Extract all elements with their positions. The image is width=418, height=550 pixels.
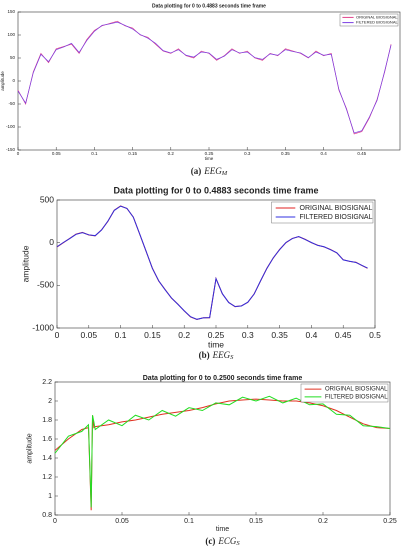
x-axis-label: time — [205, 156, 214, 161]
series-line — [54, 395, 391, 508]
x-tick-label: 0.1 — [184, 518, 194, 525]
y-tick-label: 1.6 — [42, 436, 52, 443]
caption-name: EEG — [203, 166, 222, 176]
y-tick-label: -100 — [6, 124, 16, 129]
caption: (c) ECGS — [205, 536, 240, 547]
x-tick-label: 0.2 — [168, 151, 175, 156]
x-tick-label: 0.3 — [244, 151, 251, 156]
y-tick-label: 100 — [7, 32, 15, 37]
x-tick-label: 0.35 — [281, 151, 290, 156]
y-tick-label: -150 — [6, 147, 16, 152]
caption-name: EEG — [212, 350, 231, 360]
legend-box — [271, 201, 374, 224]
caption-sub: S — [236, 540, 240, 547]
y-tick-label: 1.2 — [42, 474, 52, 481]
x-tick-label: 0.25 — [383, 518, 397, 525]
caption-label: (a) — [191, 166, 202, 176]
y-axis-label: amplitude — [0, 71, 5, 91]
y-axis-label: amplitude — [27, 433, 34, 463]
chart-title: Data plotting for 0 to 0.2500 seconds ti… — [143, 375, 303, 382]
x-tick-label: 0.05 — [52, 151, 61, 156]
x-tick-label: 0.15 — [144, 330, 161, 340]
x-tick-label: 0.1 — [91, 151, 98, 156]
y-tick-label: 0 — [49, 237, 54, 247]
y-tick-label: 150 — [7, 9, 15, 14]
x-tick-label: 0 — [17, 151, 20, 156]
x-tick-label: 0 — [53, 518, 57, 525]
x-tick-label: 0.15 — [249, 518, 263, 525]
y-tick-label: 500 — [40, 194, 54, 204]
legend-label: FILTERED BIOSIGNAL — [325, 394, 388, 400]
x-tick-label: 0 — [55, 330, 60, 340]
series-line — [56, 205, 368, 320]
x-axis-label: time — [216, 526, 229, 533]
y-tick-label: 1.4 — [42, 455, 52, 462]
y-tick-label: 2 — [48, 398, 52, 405]
y-tick-label: 1 — [48, 493, 52, 500]
y-tick-label: 0 — [12, 78, 15, 83]
y-tick-label: 1.8 — [42, 417, 52, 424]
caption: (b) EEGS — [199, 350, 235, 361]
y-tick-label: -500 — [37, 280, 54, 290]
chart-title: Data plotting for 0 to 0.4883 seconds ti… — [152, 3, 266, 9]
plot-frame — [17, 11, 401, 151]
y-tick-label: -50 — [8, 101, 15, 106]
legend-box — [339, 13, 399, 27]
x-tick-label: 0.05 — [115, 518, 129, 525]
x-tick-label: 0.5 — [369, 330, 381, 340]
x-tick-label: 0.05 — [81, 330, 98, 340]
x-tick-label: 0.1 — [115, 330, 127, 340]
legend-box — [300, 383, 389, 403]
legend-label: ORIGINAL BIOSIGNAL — [325, 387, 388, 393]
y-tick-label: 0.8 — [42, 512, 52, 519]
chart-title: Data plotting for 0 to 0.4883 seconds ti… — [113, 185, 318, 195]
y-axis-label: amplitude — [21, 245, 31, 282]
legend-label: FILTERED BIOSIGNAL — [356, 20, 398, 25]
x-tick-label: 0.3 — [242, 330, 254, 340]
series-line — [17, 21, 392, 134]
caption-label: (c) — [205, 536, 215, 546]
x-tick-label: 0.25 — [208, 330, 225, 340]
legend-label: ORIGINAL BIOSIGNAL — [300, 205, 373, 212]
x-tick-label: 0.4 — [305, 330, 317, 340]
x-tick-label: 0.2 — [178, 330, 190, 340]
x-tick-label: 0.45 — [357, 151, 366, 156]
x-tick-label: 0.4 — [320, 151, 327, 156]
x-tick-label: 0.2 — [318, 518, 328, 525]
caption: (a) EEGM — [191, 166, 228, 177]
x-tick-label: 0.45 — [335, 330, 352, 340]
x-tick-label: 0.35 — [271, 330, 288, 340]
y-tick-label: -1000 — [32, 322, 54, 332]
x-tick-label: 0.15 — [128, 151, 137, 156]
y-tick-label: 50 — [10, 55, 16, 60]
caption-name: ECG — [217, 536, 237, 546]
caption-sub: M — [221, 170, 228, 177]
caption-sub: S — [230, 354, 234, 361]
y-tick-label: 2.2 — [42, 379, 52, 386]
legend-label: ORIGINAL BIOSIGNAL — [356, 14, 398, 19]
x-tick-label: 0.25 — [205, 151, 214, 156]
x-axis-label: time — [208, 339, 224, 349]
legend-label: FILTERED BIOSIGNAL — [300, 214, 373, 221]
caption-label: (b) — [199, 350, 210, 360]
